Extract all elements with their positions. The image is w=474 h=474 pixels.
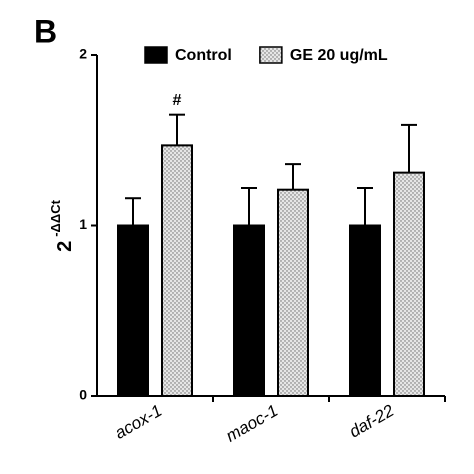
panel-label: B <box>34 13 57 49</box>
y-label-superscript: -ΔΔCt <box>48 199 63 236</box>
annotation: # <box>173 92 182 109</box>
x-tick-label: acox-1 <box>112 401 166 443</box>
x-tick-label: daf-22 <box>346 401 398 442</box>
legend-swatch <box>259 46 283 64</box>
bar <box>277 188 309 397</box>
y-tick-label: 1 <box>79 216 87 232</box>
y-label-base: 2 <box>54 241 76 252</box>
bar <box>349 224 381 397</box>
bar <box>117 224 149 397</box>
bar <box>161 144 193 397</box>
y-tick-label: 0 <box>79 387 87 403</box>
y-tick-label: 2 <box>79 46 87 62</box>
x-tick-label: maoc-1 <box>223 401 282 446</box>
bar <box>233 224 265 397</box>
legend-label: Control <box>175 47 232 64</box>
legend-label: GE 20 ug/mL <box>290 47 388 64</box>
legend-swatch <box>144 46 168 64</box>
y-axis-label: 2 -ΔΔCt <box>48 199 76 252</box>
bar <box>393 171 425 397</box>
